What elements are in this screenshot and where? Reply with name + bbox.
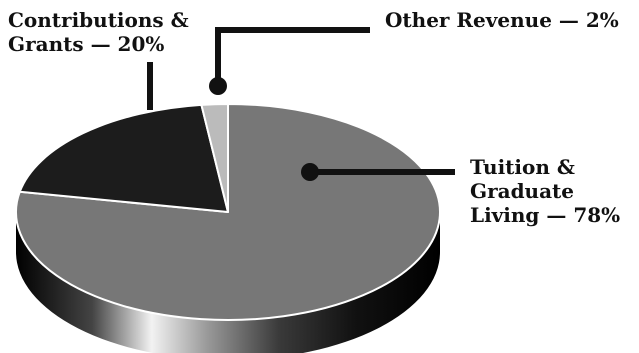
tuition-label-line2: Graduate <box>470 179 575 203</box>
other-revenue-leader-dot <box>209 77 227 95</box>
other-revenue-label-line1: Other Revenue — 2% <box>385 8 619 32</box>
contributions-label-line2: Grants — 20% <box>8 32 165 56</box>
pie-side-wall <box>16 212 440 353</box>
pie-slice-other-revenue <box>200 103 229 213</box>
tuition-label-line1: Tuition & <box>470 155 575 179</box>
pie-slice-contributions-grants <box>18 103 229 213</box>
contributions-label: Contributions & Grants — 20% <box>8 8 189 56</box>
tuition-label-line3: Living — 78% <box>470 203 621 227</box>
tuition-leader-dot <box>301 163 319 181</box>
tuition-label: Tuition & Graduate Living — 78% <box>470 155 620 227</box>
contributions-label-line1: Contributions & <box>8 8 189 32</box>
other-revenue-label: Other Revenue — 2% <box>385 8 619 32</box>
other-revenue-leader-line <box>215 27 370 86</box>
